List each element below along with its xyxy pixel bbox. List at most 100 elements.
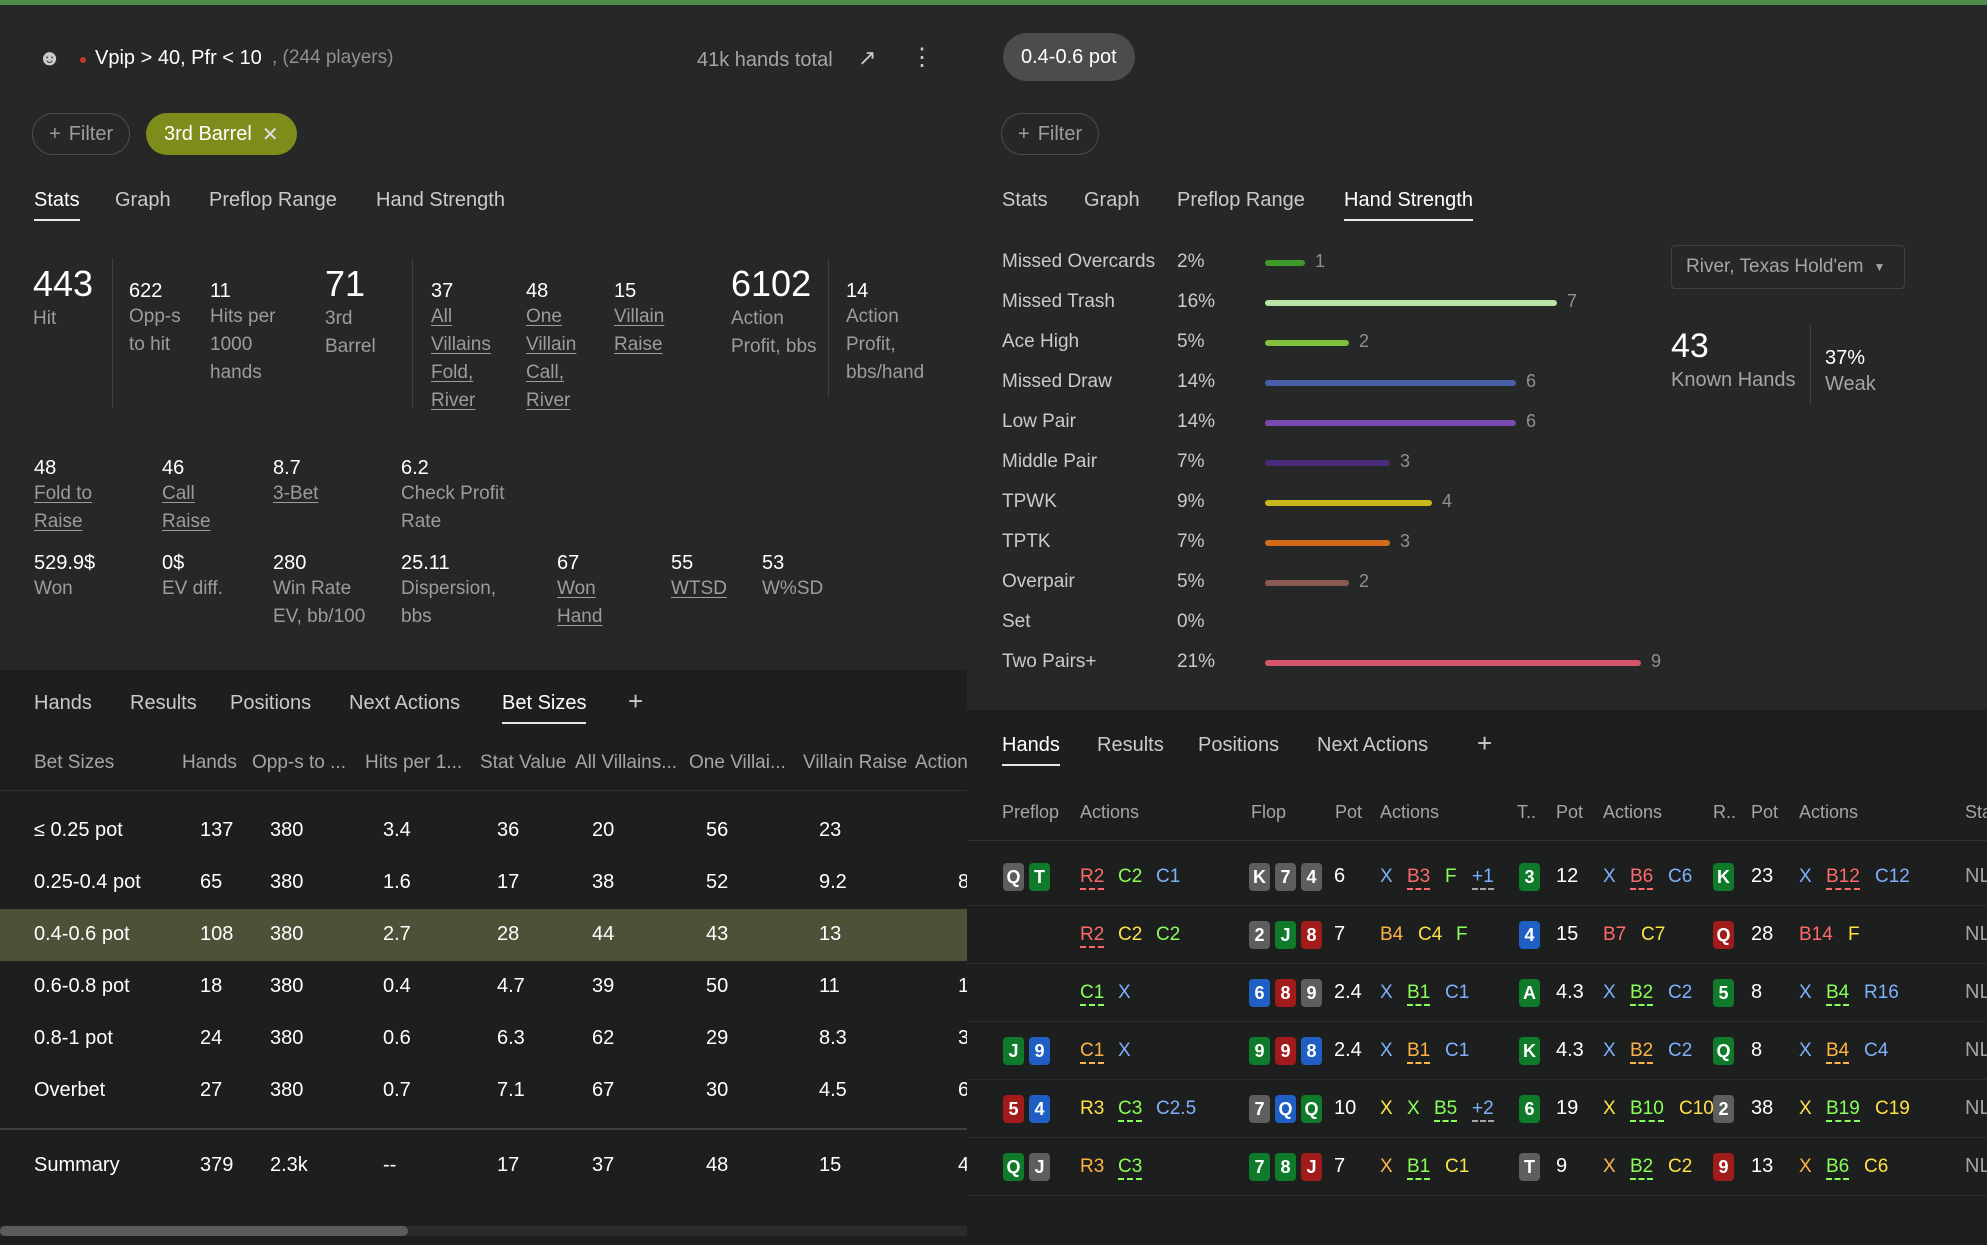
action-token[interactable]: C1 bbox=[1080, 982, 1105, 1006]
action-token[interactable]: R16 bbox=[1864, 982, 1899, 1003]
col-opps[interactable]: Opp-s to ... bbox=[252, 752, 346, 773]
action-token[interactable]: X bbox=[1380, 866, 1393, 887]
tab-preflop-range[interactable]: Preflop Range bbox=[1177, 189, 1305, 211]
action-token[interactable]: C2 bbox=[1118, 866, 1143, 887]
action-token[interactable]: C3 bbox=[1118, 1156, 1143, 1180]
tab-stats[interactable]: Stats bbox=[34, 189, 80, 221]
col-hands[interactable]: Hands bbox=[182, 752, 237, 773]
hand-strength-row[interactable]: Two Pairs+ 21% 9 bbox=[1002, 649, 1682, 679]
action-token[interactable]: B1 bbox=[1407, 982, 1431, 1006]
action-token[interactable]: R2 bbox=[1080, 924, 1105, 948]
hand-strength-row[interactable]: Ace High 5% 2 bbox=[1002, 329, 1682, 359]
tab-preflop-range[interactable]: Preflop Range bbox=[209, 189, 337, 211]
tab-positions[interactable]: Positions bbox=[230, 692, 312, 714]
table-row[interactable]: 0.25-0.4 pot 65 380 1.6 17 38 52 9.2 8 bbox=[0, 857, 969, 909]
action-token[interactable]: C4 bbox=[1864, 1040, 1889, 1061]
action-token[interactable]: X bbox=[1407, 1098, 1420, 1119]
hand-strength-row[interactable]: TPWK 9% 4 bbox=[1002, 489, 1682, 519]
pot-size-pill[interactable]: 0.4-0.6 pot bbox=[1003, 33, 1135, 81]
tab-stats[interactable]: Stats bbox=[1002, 189, 1048, 211]
action-token[interactable]: C2.5 bbox=[1156, 1098, 1197, 1119]
hand-row[interactable]: 5 4 R3 C3 C2.5 7 Q Q 10 X X B5 +2 6 19 X B10 C10 2 38 X B19 C1… bbox=[967, 1080, 1987, 1138]
action-token[interactable]: C1 bbox=[1445, 982, 1470, 1003]
action-token[interactable]: B2 bbox=[1630, 982, 1654, 1006]
action-token[interactable]: X bbox=[1380, 982, 1393, 1003]
col-action[interactable]: Action bbox=[915, 752, 968, 773]
action-token[interactable]: X bbox=[1799, 982, 1812, 1003]
action-token[interactable]: R2 bbox=[1080, 866, 1105, 890]
col-bet-sizes[interactable]: Bet Sizes bbox=[34, 752, 115, 773]
action-token[interactable]: C2 bbox=[1156, 924, 1181, 945]
hand-strength-row[interactable]: Middle Pair 7% 3 bbox=[1002, 449, 1682, 479]
hand-row[interactable]: R2 C2 C2 2 J 8 7 B4 C4 F 4 15 B7 C7 Q 28 B14 F NL bbox=[967, 906, 1987, 964]
hand-strength-row[interactable]: Set 0% bbox=[1002, 609, 1682, 639]
action-token[interactable]: B6 bbox=[1630, 866, 1654, 890]
action-token[interactable]: X bbox=[1799, 1098, 1812, 1119]
add-tab-icon[interactable]: + bbox=[628, 686, 644, 716]
col-hits-per[interactable]: Hits per 1... bbox=[365, 752, 463, 773]
hand-strength-row[interactable]: Missed Overcards 2% 1 bbox=[1002, 249, 1682, 279]
action-token[interactable]: F bbox=[1456, 924, 1468, 945]
action-token[interactable]: X bbox=[1380, 1098, 1393, 1119]
action-token[interactable]: X bbox=[1799, 1040, 1812, 1061]
action-token[interactable]: C2 bbox=[1118, 924, 1143, 945]
action-token[interactable]: C1 bbox=[1156, 866, 1181, 887]
hand-strength-row[interactable]: TPTK 7% 3 bbox=[1002, 529, 1682, 559]
action-token[interactable]: X bbox=[1603, 982, 1616, 1003]
col-turn[interactable]: T.. bbox=[1517, 802, 1537, 822]
action-token[interactable]: X bbox=[1799, 1156, 1812, 1177]
col-preflop-actions[interactable]: Actions bbox=[1080, 802, 1140, 822]
action-token[interactable]: B14 bbox=[1799, 924, 1833, 945]
action-token[interactable]: C3 bbox=[1118, 1098, 1143, 1122]
action-token[interactable]: X bbox=[1380, 1040, 1393, 1061]
col-river-pot[interactable]: Pot bbox=[1751, 802, 1779, 822]
action-token[interactable]: C1 bbox=[1445, 1156, 1470, 1177]
col-turn-actions[interactable]: Actions bbox=[1603, 802, 1663, 822]
hand-strength-row[interactable]: Missed Draw 14% 6 bbox=[1002, 369, 1682, 399]
player-group-icon[interactable]: ☻ bbox=[38, 45, 62, 70]
action-token[interactable]: B4 bbox=[1826, 982, 1850, 1006]
action-token[interactable]: B19 bbox=[1826, 1098, 1860, 1122]
tab-graph[interactable]: Graph bbox=[115, 189, 171, 211]
col-one-villain[interactable]: One Villai... bbox=[689, 752, 786, 773]
tab-hands[interactable]: Hands bbox=[1002, 734, 1060, 766]
tab-results[interactable]: Results bbox=[1097, 734, 1164, 756]
tab-results[interactable]: Results bbox=[130, 692, 197, 714]
hand-strength-row[interactable]: Low Pair 14% 6 bbox=[1002, 409, 1682, 439]
table-row[interactable]: 0.6-0.8 pot 18 380 0.4 4.7 39 50 11 1 bbox=[0, 961, 969, 1013]
action-token[interactable]: B1 bbox=[1407, 1156, 1431, 1180]
col-villain-raise[interactable]: Villain Raise bbox=[803, 752, 908, 773]
game-dropdown[interactable]: River, Texas Hold'em ▼ bbox=[1671, 245, 1905, 289]
action-token[interactable]: C6 bbox=[1864, 1156, 1889, 1177]
action-token[interactable]: C19 bbox=[1875, 1098, 1910, 1119]
hand-row[interactable]: C1 X 6 8 9 2.4 X B1 C1 A 4.3 X B2 C2 5 8 X B4 R16 NL bbox=[967, 964, 1987, 1022]
add-tab-icon[interactable]: + bbox=[1477, 728, 1493, 758]
action-token[interactable]: +1 bbox=[1472, 866, 1494, 890]
action-token[interactable]: C1 bbox=[1080, 1040, 1105, 1064]
col-stakes[interactable]: Sta bbox=[1965, 802, 1987, 822]
hand-row[interactable]: Q T R2 C2 C1 K 7 4 6 X B3 F +1 3 12 X B6 C6 K 23 X B12 C12 NL bbox=[967, 848, 1987, 906]
active-tag-chip[interactable]: 3rd Barrel ✕ bbox=[146, 113, 297, 155]
tab-bet-sizes[interactable]: Bet Sizes bbox=[502, 692, 587, 724]
horizontal-scrollbar[interactable] bbox=[0, 1226, 967, 1236]
action-token[interactable]: B2 bbox=[1630, 1040, 1654, 1064]
col-river[interactable]: R.. bbox=[1713, 802, 1737, 822]
action-token[interactable]: C2 bbox=[1668, 982, 1693, 1003]
hand-row[interactable]: Q J R3 C3 7 8 J 7 X B1 C1 T 9 X B2 C2 9 13 X B6 C6 NL bbox=[967, 1138, 1987, 1196]
hand-row[interactable]: J 9 C1 X 9 9 8 2.4 X B1 C1 K 4.3 X B2 C2 Q 8 X B4 C4 NL bbox=[967, 1022, 1987, 1080]
hand-strength-row[interactable]: Overpair 5% 2 bbox=[1002, 569, 1682, 599]
col-flop-pot[interactable]: Pot bbox=[1335, 802, 1363, 822]
action-token[interactable]: C7 bbox=[1641, 924, 1666, 945]
action-token[interactable]: X bbox=[1603, 866, 1616, 887]
action-token[interactable]: C12 bbox=[1875, 866, 1910, 887]
action-token[interactable]: B5 bbox=[1434, 1098, 1458, 1122]
action-token[interactable]: B7 bbox=[1603, 924, 1627, 945]
action-token[interactable]: C10 bbox=[1679, 1098, 1714, 1119]
action-token[interactable]: C4 bbox=[1418, 924, 1443, 945]
action-token[interactable]: B12 bbox=[1826, 866, 1860, 890]
action-token[interactable]: X bbox=[1118, 1040, 1131, 1061]
tab-hand-strength[interactable]: Hand Strength bbox=[1344, 189, 1473, 221]
tab-hands[interactable]: Hands bbox=[34, 692, 92, 714]
add-filter-button[interactable]: + Filter bbox=[32, 113, 131, 155]
col-turn-pot[interactable]: Pot bbox=[1556, 802, 1584, 822]
